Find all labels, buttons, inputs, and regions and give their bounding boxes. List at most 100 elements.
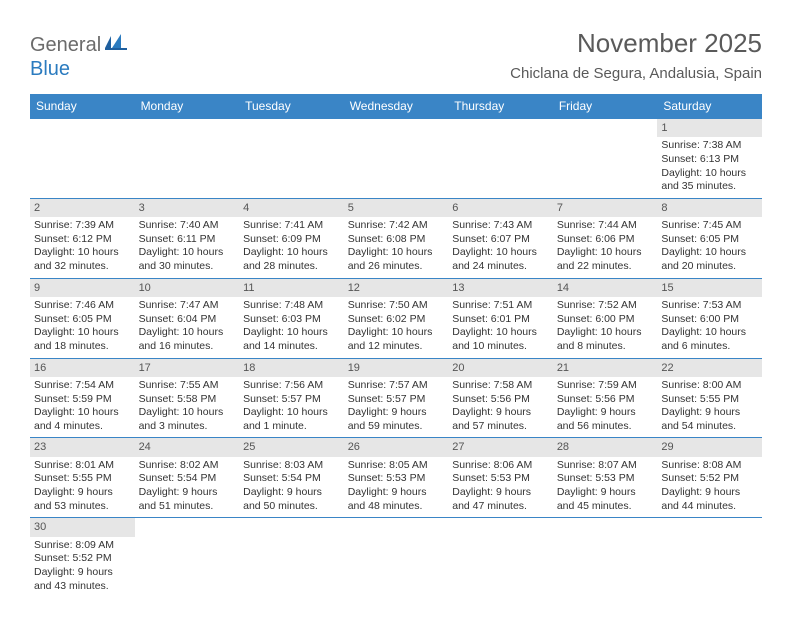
sunrise-text: Sunrise: 7:40 AM — [139, 219, 236, 233]
week-row: 23Sunrise: 8:01 AMSunset: 5:55 PMDayligh… — [30, 438, 762, 518]
calendar-page: General November 2025 Chiclana de Segura… — [0, 0, 792, 617]
daylight-text: Daylight: 10 hours and 1 minute. — [243, 406, 340, 433]
day-details: Sunrise: 7:43 AMSunset: 6:07 PMDaylight:… — [448, 217, 553, 278]
day-cell: 30Sunrise: 8:09 AMSunset: 5:52 PMDayligh… — [30, 518, 135, 597]
sunrise-text: Sunrise: 7:38 AM — [661, 139, 758, 153]
location-text: Chiclana de Segura, Andalusia, Spain — [510, 65, 762, 82]
daylight-text: Daylight: 10 hours and 10 minutes. — [452, 326, 549, 353]
sunrise-text: Sunrise: 7:56 AM — [243, 379, 340, 393]
flag-icon — [105, 34, 127, 50]
week-row: 1 Sunrise: 7:38 AMSunset: 6:13 PMDaylight… — [30, 119, 762, 199]
daylight-text: Daylight: 9 hours and 59 minutes. — [348, 406, 445, 433]
day-details: Sunrise: 7:41 AMSunset: 6:09 PMDaylight:… — [239, 217, 344, 278]
day-cell: 24Sunrise: 8:02 AMSunset: 5:54 PMDayligh… — [135, 438, 240, 518]
daylight-text: Daylight: 9 hours and 45 minutes. — [557, 486, 654, 513]
empty-cell — [448, 119, 553, 199]
day-cell: 10Sunrise: 7:47 AMSunset: 6:04 PMDayligh… — [135, 278, 240, 358]
sunset-text: Sunset: 6:00 PM — [557, 313, 654, 327]
day-number: 3 — [135, 199, 240, 217]
sunset-text: Sunset: 6:06 PM — [557, 233, 654, 247]
day-details: Sunrise: 7:48 AMSunset: 6:03 PMDaylight:… — [239, 297, 344, 358]
day-cell: 23Sunrise: 8:01 AMSunset: 5:55 PMDayligh… — [30, 438, 135, 518]
day-details: Sunrise: 8:06 AMSunset: 5:53 PMDaylight:… — [448, 457, 553, 518]
daylight-text: Daylight: 9 hours and 44 minutes. — [661, 486, 758, 513]
daylight-text: Daylight: 10 hours and 32 minutes. — [34, 246, 131, 273]
empty-cell — [553, 518, 658, 597]
day-details: Sunrise: 7:59 AMSunset: 5:56 PMDaylight:… — [553, 377, 658, 438]
day-cell: 20Sunrise: 7:58 AMSunset: 5:56 PMDayligh… — [448, 358, 553, 438]
sunset-text: Sunset: 6:07 PM — [452, 233, 549, 247]
day-number: 29 — [657, 438, 762, 456]
sunrise-text: Sunrise: 8:06 AM — [452, 459, 549, 473]
day-number: 13 — [448, 279, 553, 297]
daylight-text: Daylight: 9 hours and 57 minutes. — [452, 406, 549, 433]
day-cell: 27Sunrise: 8:06 AMSunset: 5:53 PMDayligh… — [448, 438, 553, 518]
day-cell: 19Sunrise: 7:57 AMSunset: 5:57 PMDayligh… — [344, 358, 449, 438]
day-details: Sunrise: 8:02 AMSunset: 5:54 PMDaylight:… — [135, 457, 240, 518]
logo: General — [30, 34, 127, 57]
daylight-text: Daylight: 10 hours and 6 minutes. — [661, 326, 758, 353]
daylight-text: Daylight: 9 hours and 48 minutes. — [348, 486, 445, 513]
day-number: 1 — [657, 119, 762, 137]
sunrise-text: Sunrise: 7:42 AM — [348, 219, 445, 233]
sunset-text: Sunset: 6:04 PM — [139, 313, 236, 327]
header-monday: Monday — [135, 94, 240, 119]
logo-text-general: General — [30, 34, 101, 57]
sunrise-text: Sunrise: 7:53 AM — [661, 299, 758, 313]
day-cell: 15Sunrise: 7:53 AMSunset: 6:00 PMDayligh… — [657, 278, 762, 358]
sunset-text: Sunset: 6:12 PM — [34, 233, 131, 247]
day-number: 18 — [239, 359, 344, 377]
daylight-text: Daylight: 10 hours and 22 minutes. — [557, 246, 654, 273]
sunrise-text: Sunrise: 7:41 AM — [243, 219, 340, 233]
day-cell: 28Sunrise: 8:07 AMSunset: 5:53 PMDayligh… — [553, 438, 658, 518]
day-cell: 26Sunrise: 8:05 AMSunset: 5:53 PMDayligh… — [344, 438, 449, 518]
daylight-text: Daylight: 10 hours and 24 minutes. — [452, 246, 549, 273]
day-cell: 22Sunrise: 8:00 AMSunset: 5:55 PMDayligh… — [657, 358, 762, 438]
sunrise-text: Sunrise: 7:58 AM — [452, 379, 549, 393]
day-number: 12 — [344, 279, 449, 297]
logo-line2: Blue — [30, 58, 70, 81]
sunset-text: Sunset: 5:55 PM — [34, 472, 131, 486]
day-details: Sunrise: 7:54 AMSunset: 5:59 PMDaylight:… — [30, 377, 135, 438]
empty-cell — [344, 518, 449, 597]
day-number: 26 — [344, 438, 449, 456]
day-number: 15 — [657, 279, 762, 297]
empty-cell — [553, 119, 658, 199]
sunrise-text: Sunrise: 7:51 AM — [452, 299, 549, 313]
calendar-table: Sunday Monday Tuesday Wednesday Thursday… — [30, 94, 762, 597]
day-number: 24 — [135, 438, 240, 456]
day-details: Sunrise: 7:45 AMSunset: 6:05 PMDaylight:… — [657, 217, 762, 278]
sunrise-text: Sunrise: 7:44 AM — [557, 219, 654, 233]
day-number: 11 — [239, 279, 344, 297]
daylight-text: Daylight: 9 hours and 51 minutes. — [139, 486, 236, 513]
day-number: 4 — [239, 199, 344, 217]
day-cell: 12Sunrise: 7:50 AMSunset: 6:02 PMDayligh… — [344, 278, 449, 358]
day-details: Sunrise: 7:39 AMSunset: 6:12 PMDaylight:… — [30, 217, 135, 278]
sunset-text: Sunset: 5:59 PM — [34, 393, 131, 407]
day-details: Sunrise: 7:51 AMSunset: 6:01 PMDaylight:… — [448, 297, 553, 358]
day-number: 14 — [553, 279, 658, 297]
day-number: 2 — [30, 199, 135, 217]
day-cell: 18Sunrise: 7:56 AMSunset: 5:57 PMDayligh… — [239, 358, 344, 438]
day-number: 25 — [239, 438, 344, 456]
daylight-text: Daylight: 10 hours and 35 minutes. — [661, 167, 758, 194]
day-number: 27 — [448, 438, 553, 456]
sunrise-text: Sunrise: 7:52 AM — [557, 299, 654, 313]
day-header-row: Sunday Monday Tuesday Wednesday Thursday… — [30, 94, 762, 119]
daylight-text: Daylight: 10 hours and 20 minutes. — [661, 246, 758, 273]
sunset-text: Sunset: 6:13 PM — [661, 153, 758, 167]
sunset-text: Sunset: 5:52 PM — [661, 472, 758, 486]
sunset-text: Sunset: 6:09 PM — [243, 233, 340, 247]
empty-cell — [239, 119, 344, 199]
empty-cell — [135, 518, 240, 597]
sunrise-text: Sunrise: 7:59 AM — [557, 379, 654, 393]
day-cell: 4Sunrise: 7:41 AMSunset: 6:09 PMDaylight… — [239, 198, 344, 278]
sunset-text: Sunset: 5:53 PM — [557, 472, 654, 486]
day-details: Sunrise: 7:57 AMSunset: 5:57 PMDaylight:… — [344, 377, 449, 438]
day-number: 8 — [657, 199, 762, 217]
day-cell: 5Sunrise: 7:42 AMSunset: 6:08 PMDaylight… — [344, 198, 449, 278]
day-cell: 21Sunrise: 7:59 AMSunset: 5:56 PMDayligh… — [553, 358, 658, 438]
day-details: Sunrise: 8:00 AMSunset: 5:55 PMDaylight:… — [657, 377, 762, 438]
sunset-text: Sunset: 5:54 PM — [243, 472, 340, 486]
sunrise-text: Sunrise: 8:03 AM — [243, 459, 340, 473]
